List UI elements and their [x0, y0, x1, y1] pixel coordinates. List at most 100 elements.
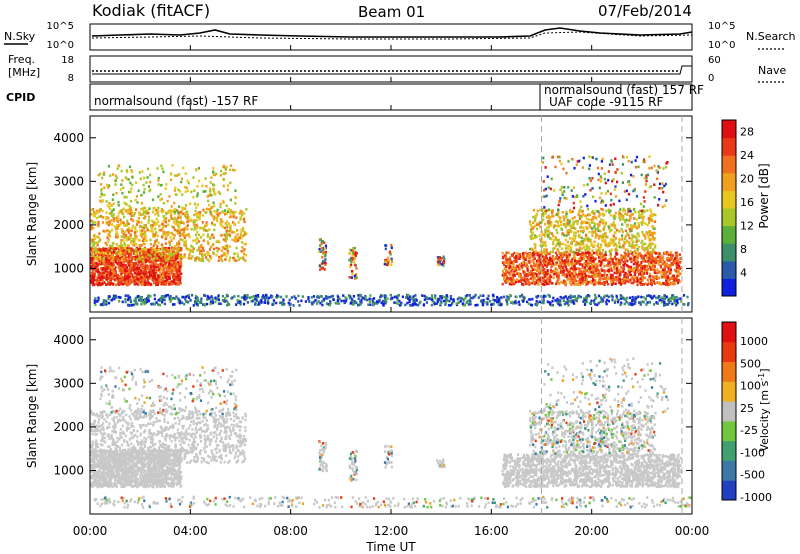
range-gate-cell — [675, 300, 678, 303]
range-gate-cell — [160, 258, 163, 262]
range-gate-cell — [637, 295, 640, 298]
range-gate-cell — [643, 283, 646, 286]
range-gate-cell — [96, 243, 99, 247]
range-gate-cell — [165, 216, 168, 220]
range-gate-cell — [548, 279, 551, 282]
freq-label-line1: Freq. — [8, 53, 35, 66]
range-gate-cell — [687, 302, 690, 305]
range-gate-cell — [203, 253, 206, 257]
range-gate-cell — [648, 257, 651, 260]
range-gate-cell — [482, 294, 485, 297]
range-gate-cell — [140, 269, 143, 272]
range-gate-cell — [407, 293, 410, 297]
range-gate-cell — [168, 276, 171, 279]
range-gate-cell — [198, 217, 201, 221]
range-gate-cell — [649, 266, 652, 269]
range-gate-cell — [117, 204, 120, 207]
range-gate-cell — [195, 301, 198, 304]
range-gate-cell — [578, 272, 581, 276]
range-gate-cell — [585, 264, 588, 267]
range-gate-cell — [547, 293, 550, 297]
range-gate-cell — [325, 295, 328, 299]
range-gate-cell — [174, 256, 177, 259]
range-gate-cell — [376, 300, 379, 303]
range-gate-cell — [118, 275, 121, 278]
range-gate-cell — [213, 192, 216, 196]
range-gate-cell — [160, 235, 164, 239]
range-gate-cell — [159, 298, 162, 302]
range-gate-cell — [105, 221, 108, 225]
range-gate-cell — [141, 300, 144, 304]
range-gate-cell — [532, 261, 535, 265]
range-gate-cell — [526, 267, 529, 271]
range-gate-cell — [221, 259, 224, 263]
range-gate-cell — [503, 267, 506, 270]
range-gate-cell — [566, 302, 569, 305]
range-gate-cell — [122, 239, 125, 242]
range-gate-cell — [184, 244, 187, 247]
range-gate-cell — [673, 259, 676, 262]
range-gate-cell — [544, 260, 547, 263]
range-gate-cell — [207, 199, 210, 203]
range-gate-cell — [171, 266, 174, 270]
range-gate-cell — [130, 187, 133, 191]
range-gate-cell — [171, 269, 174, 273]
range-gate-cell — [194, 233, 198, 237]
range-gate-cell — [581, 282, 584, 285]
range-gate-cell — [665, 277, 668, 280]
range-gate-cell — [178, 256, 181, 260]
range-gate-cell — [646, 278, 649, 282]
range-gate-cell — [501, 282, 504, 286]
range-gate-cell — [630, 268, 633, 272]
range-gate-cell — [130, 241, 133, 245]
range-gate-cell — [127, 226, 131, 230]
range-gate-cell — [264, 301, 267, 304]
range-gate-cell — [508, 267, 511, 270]
range-gate-cell — [586, 265, 589, 268]
range-gate-cell — [155, 301, 158, 304]
range-gate-cell — [176, 229, 179, 233]
range-gate-cell — [196, 237, 199, 241]
range-gate-cell — [175, 242, 179, 245]
range-gate-cell — [110, 210, 114, 213]
range-gate-cell — [670, 282, 673, 285]
range-gate-cell — [90, 265, 93, 268]
range-gate-cell — [170, 268, 173, 271]
range-gate-cell — [103, 266, 107, 270]
range-gate-cell — [178, 242, 181, 246]
range-gate-cell — [262, 296, 266, 300]
range-gate-cell — [222, 184, 225, 188]
range-gate-cell — [458, 296, 461, 300]
range-gate-cell — [651, 267, 654, 271]
range-gate-cell — [187, 233, 190, 236]
range-gate-cell — [133, 256, 136, 259]
range-gate-cell — [308, 300, 311, 303]
range-gate-cell — [669, 268, 673, 272]
range-gate-cell — [197, 299, 200, 303]
range-gate-cell — [143, 275, 146, 278]
range-gate-cell — [130, 217, 133, 221]
range-gate-cell — [125, 252, 129, 255]
range-gate-cell — [196, 203, 200, 206]
range-gate-cell — [143, 300, 146, 304]
range-gate-cell — [661, 296, 664, 299]
range-gate-cell — [393, 295, 396, 299]
range-gate-cell — [242, 226, 245, 230]
range-gate-cell — [152, 207, 155, 210]
range-gate-cell — [533, 282, 536, 286]
range-gate-cell — [573, 302, 576, 305]
range-gate-cell — [399, 302, 402, 306]
range-gate-cell — [670, 276, 673, 280]
range-gate-cell — [463, 303, 467, 307]
range-gate-cell — [638, 264, 641, 267]
range-gate-cell — [194, 296, 197, 300]
range-gate-cell — [230, 229, 233, 233]
range-gate-cell — [138, 171, 141, 174]
range-gate-cell — [507, 260, 510, 264]
range-gate-cell — [222, 253, 226, 256]
range-gate-cell — [604, 257, 607, 260]
range-gate-cell — [108, 212, 111, 215]
range-gate-cell — [224, 239, 227, 243]
range-gate-cell — [145, 260, 148, 264]
range-gate-cell — [174, 263, 177, 267]
